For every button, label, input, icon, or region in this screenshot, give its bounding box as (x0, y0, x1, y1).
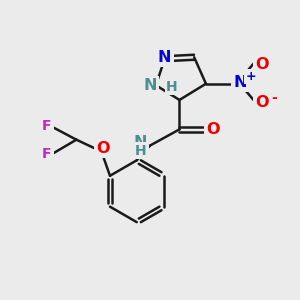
Text: N: N (158, 50, 172, 65)
Text: O: O (255, 95, 268, 110)
Text: F: F (42, 119, 52, 134)
Text: -: - (272, 92, 277, 106)
Text: +: + (246, 70, 256, 83)
Text: O: O (96, 141, 110, 156)
Text: N: N (134, 135, 147, 150)
Text: H: H (135, 144, 146, 158)
Text: O: O (207, 122, 220, 137)
Text: O: O (255, 57, 268, 72)
Text: N: N (144, 78, 158, 93)
Text: H: H (166, 80, 178, 94)
Text: F: F (42, 147, 52, 161)
Text: N: N (233, 75, 247, 90)
